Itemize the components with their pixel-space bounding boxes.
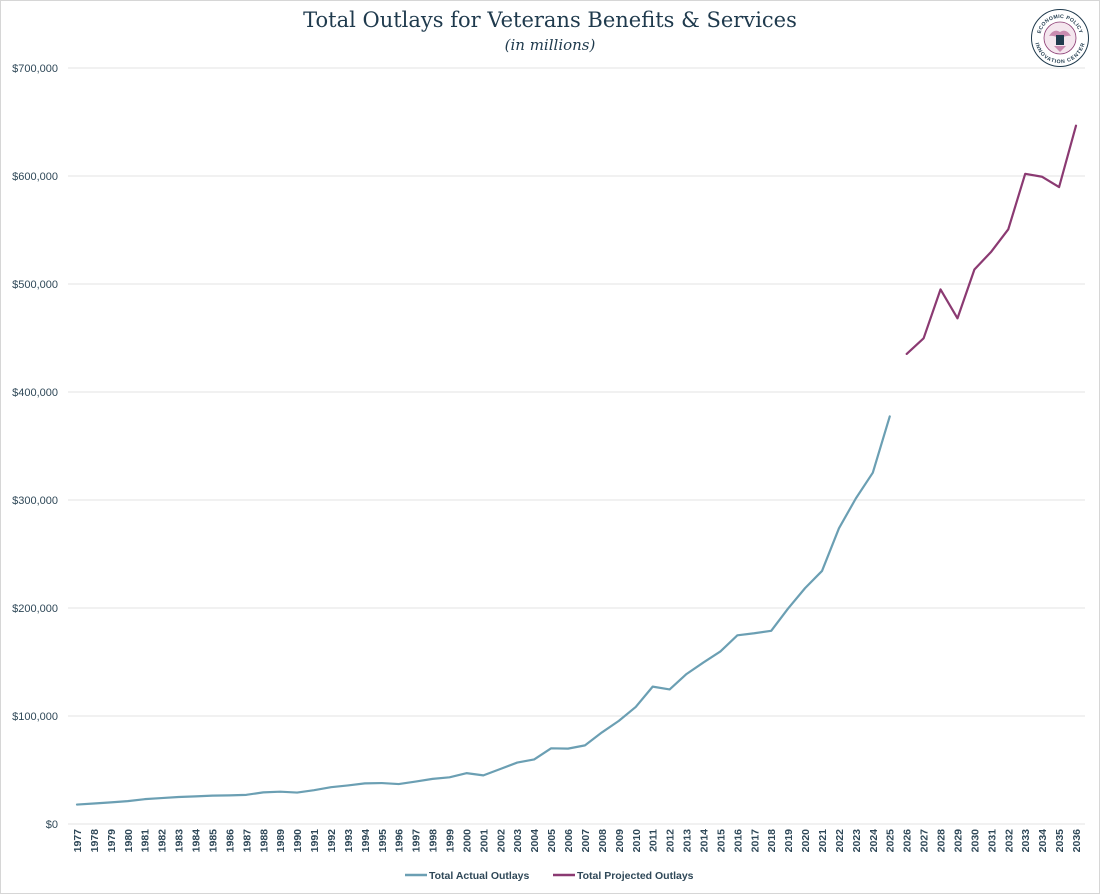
x-tick-label: 2021 (817, 829, 829, 853)
x-tick-label: 1996 (394, 829, 406, 853)
x-tick-label: 2032 (1003, 829, 1015, 853)
y-tick-label: $400,000 (12, 387, 58, 399)
x-tick-label: 2005 (546, 829, 558, 853)
x-tick-label: 2011 (648, 829, 660, 852)
y-tick-label: $100,000 (12, 711, 58, 723)
x-tick-label: 1984 (191, 829, 203, 853)
x-tick-label: 2000 (461, 829, 473, 853)
x-tick-label: 1992 (326, 829, 338, 853)
x-tick-label: 1990 (292, 829, 304, 853)
x-tick-label: 2015 (715, 829, 727, 853)
x-tick-label: 1985 (207, 829, 219, 853)
x-tick-label: 1979 (106, 829, 118, 853)
logo: ECONOMIC POLICY INNOVATION CENTER (1031, 9, 1089, 67)
legend-label-total-projected-outlays: Total Projected Outlays (577, 870, 694, 882)
x-tick-label: 2007 (580, 829, 592, 853)
x-tick-label: 1988 (258, 829, 270, 853)
x-tick-label: 2009 (614, 829, 626, 853)
x-tick-label: 2001 (478, 829, 490, 853)
series-line-total-actual-outlays (75, 415, 891, 806)
x-tick-label: 1982 (157, 829, 169, 853)
x-tick-label: 2010 (631, 829, 643, 853)
x-tick-label: 2031 (986, 829, 998, 853)
x-tick-label: 2020 (800, 829, 812, 853)
x-tick-label: 2004 (529, 829, 541, 853)
x-tick-label: 2002 (495, 829, 507, 853)
x-tick-label: 2008 (597, 829, 609, 853)
x-tick-label: 2028 (936, 829, 948, 853)
x-tick-label: 2014 (698, 829, 710, 853)
x-tick-label: 1986 (224, 829, 236, 853)
x-tick-label: 1987 (241, 829, 253, 853)
y-tick-label: $700,000 (12, 63, 58, 75)
chart-subtitle: (in millions) (504, 36, 596, 54)
x-tick-label: 1998 (428, 829, 440, 853)
x-tick-label: 1995 (377, 829, 389, 853)
x-tick-label: 2033 (1020, 829, 1032, 853)
x-tick-label: 1978 (89, 829, 101, 853)
x-tick-label: 2019 (783, 829, 795, 853)
x-tick-label: 2018 (766, 829, 778, 853)
x-tick-label: 2003 (512, 829, 524, 853)
x-tick-label: 2029 (952, 829, 964, 853)
y-tick-label: $300,000 (12, 495, 58, 507)
x-tick-label: 2025 (885, 829, 897, 853)
y-tick-label: $0 (46, 819, 58, 831)
x-tick-label: 1997 (411, 829, 423, 853)
y-tick-label: $500,000 (12, 279, 58, 291)
x-tick-label: 1993 (343, 829, 355, 853)
x-tick-label: 1983 (174, 829, 186, 853)
x-tick-label: 2017 (749, 829, 761, 853)
x-tick-label: 1994 (360, 829, 372, 853)
x-tick-label: 1999 (445, 829, 457, 853)
x-tick-label: 1981 (140, 829, 152, 853)
x-tick-label: 2023 (851, 829, 863, 853)
x-tick-label: 2012 (665, 829, 677, 853)
x-tick-label: 2022 (834, 829, 846, 853)
chart-title: Total Outlays for Veterans Benefits & Se… (303, 8, 797, 32)
x-tick-label: 2016 (732, 829, 744, 853)
x-tick-label: 1989 (275, 829, 287, 853)
x-tick-label: 2006 (563, 829, 575, 853)
x-tick-label: 1980 (123, 829, 135, 853)
x-tick-label: 2030 (969, 829, 981, 853)
x-tick-label: 2026 (902, 829, 914, 853)
x-tick-label: 2036 (1071, 829, 1083, 853)
x-tick-label: 2027 (919, 829, 931, 853)
y-tick-label: $200,000 (12, 603, 58, 615)
x-tick-label: 2024 (868, 829, 880, 853)
x-tick-label: 2035 (1054, 829, 1066, 853)
x-tick-label: 1977 (72, 829, 84, 853)
legend-label-total-actual-outlays: Total Actual Outlays (429, 870, 530, 882)
y-tick-label: $600,000 (12, 171, 58, 183)
x-tick-label: 2013 (682, 829, 694, 853)
x-tick-label: 1991 (309, 829, 321, 853)
series-line-total-projected-outlays (905, 124, 1078, 355)
x-tick-label: 2034 (1037, 829, 1049, 853)
